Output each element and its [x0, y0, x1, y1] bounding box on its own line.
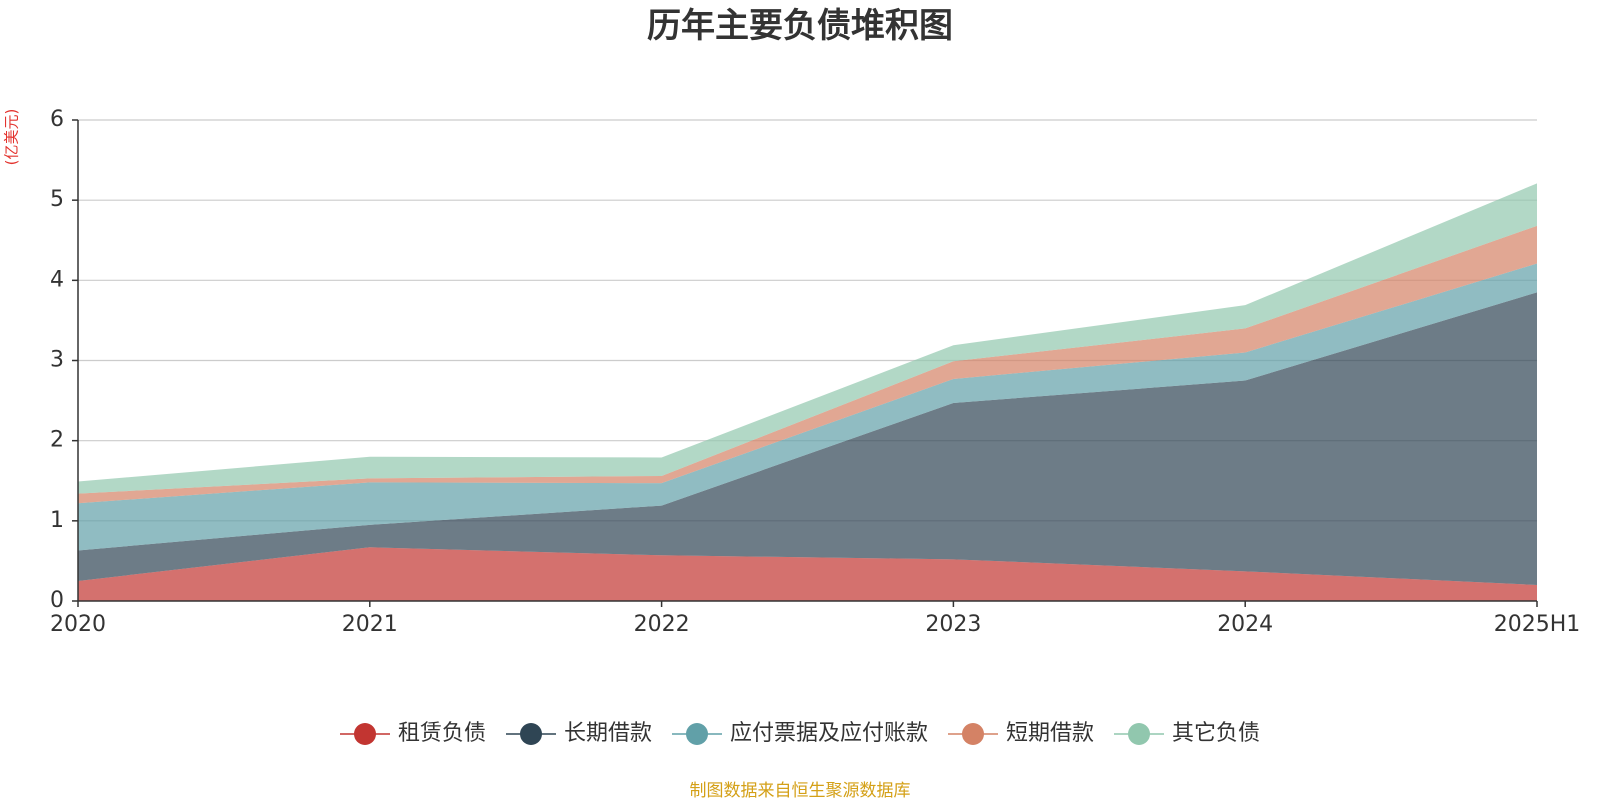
- y-axis-unit-label: (亿美元): [3, 109, 21, 166]
- legend-item-其它负债[interactable]: 其它负债: [1114, 721, 1260, 746]
- legend-circle-marker: [354, 723, 376, 745]
- area-series-长期借款: [78, 292, 1537, 585]
- y-tick-label: 1: [50, 508, 64, 533]
- legend-item-长期借款[interactable]: 长期借款: [506, 721, 652, 746]
- legend-label: 应付票据及应付账款: [730, 721, 928, 746]
- legend-item-应付票据及应付账款[interactable]: 应付票据及应付账款: [672, 721, 928, 746]
- y-tick-label: 4: [50, 267, 64, 292]
- y-tick-label: 0: [50, 588, 64, 613]
- axes: 0 1 2 3 4 5 6 2020 2021 2022 2023 2024 2025H1: [50, 107, 1580, 637]
- x-tick-label: 2021: [342, 612, 398, 637]
- x-tick-label: 2020: [50, 612, 106, 637]
- legend-item-短期借款[interactable]: 短期借款: [948, 721, 1094, 746]
- x-tick-label: 2023: [925, 612, 981, 637]
- x-tick-label: 2024: [1217, 612, 1273, 637]
- y-tick-label: 6: [50, 107, 64, 132]
- x-tick-label: 2025H1: [1494, 612, 1581, 637]
- y-tick-label: 3: [50, 348, 64, 373]
- area-series-租赁负债: [78, 547, 1537, 601]
- legend-label: 其它负债: [1172, 721, 1260, 746]
- legend-item-租赁负债[interactable]: 租赁负债: [340, 721, 486, 746]
- x-tick-label: 2022: [634, 612, 690, 637]
- legend-label: 租赁负债: [398, 721, 486, 746]
- legend-circle-marker: [1128, 723, 1150, 745]
- area-series-group: [78, 183, 1537, 601]
- chart-title: 历年主要负债堆积图: [647, 6, 953, 46]
- legend-circle-marker: [686, 723, 708, 745]
- legend[interactable]: 租赁负债 长期借款 应付票据及应付账款 短期借款 其它负债: [340, 721, 1260, 746]
- data-source-note: 制图数据来自恒生聚源数据库: [690, 781, 911, 800]
- y-tick-label: 2: [50, 428, 64, 453]
- legend-circle-marker: [520, 723, 542, 745]
- legend-circle-marker: [962, 723, 984, 745]
- legend-label: 短期借款: [1006, 721, 1094, 746]
- y-tick-label: 5: [50, 187, 64, 212]
- area-series-应付票据及应付账款: [78, 263, 1537, 551]
- legend-label: 长期借款: [564, 721, 652, 746]
